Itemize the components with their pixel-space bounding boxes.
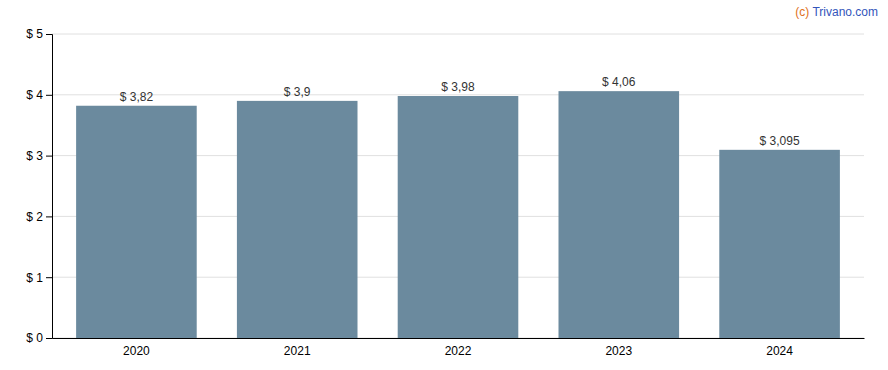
- bar: [719, 150, 840, 338]
- x-axis: 2020 2021 2022 2023 2024: [53, 338, 865, 358]
- data-label: $ 3,9: [284, 85, 311, 99]
- y-tick: $ 1: [26, 271, 52, 285]
- grid: [52, 34, 864, 338]
- y-tick-mark: [46, 34, 52, 35]
- x-tick: 2020: [123, 338, 150, 358]
- y-tick-mark: [46, 216, 52, 217]
- y-tick-mark: [46, 338, 52, 339]
- data-labels: $ 3,82 $ 3,9 $ 3,98 $ 4,06 $ 3,095: [120, 75, 800, 148]
- watermark: Trivano.com(c): [795, 5, 878, 19]
- y-tick: $ 4: [26, 88, 52, 102]
- grid-line: [52, 34, 864, 35]
- y-tick: $ 3: [26, 149, 52, 163]
- y-tick-mark: [46, 95, 52, 96]
- bars: [76, 91, 840, 338]
- x-tick: 2021: [284, 338, 311, 358]
- x-tick-label: 2022: [445, 344, 472, 358]
- x-tick-label: 2020: [123, 344, 150, 358]
- x-tick: 2023: [605, 338, 632, 358]
- x-tick: 2024: [766, 338, 793, 358]
- x-tick: 2022: [445, 338, 472, 358]
- x-tick-label: 2021: [284, 344, 311, 358]
- data-label: $ 3,82: [120, 90, 154, 104]
- y-tick-label: $ 3: [26, 149, 43, 163]
- y-tick-label: $ 2: [26, 210, 43, 224]
- bar: [558, 91, 679, 338]
- y-tick-label: $ 4: [26, 88, 43, 102]
- y-axis-line: [46, 35, 53, 339]
- x-axis-line: [53, 338, 865, 339]
- y-tick-label: $ 0: [26, 331, 43, 345]
- data-label: $ 3,095: [760, 134, 800, 148]
- bar: [237, 101, 358, 338]
- y-tick-label: $ 5: [26, 27, 43, 41]
- plot: $ 0 $ 1 $ 2 $ 3 $ 4 $ 5 2020 2021 2022 2023 2024 $ …: [26, 27, 864, 358]
- watermark-text: (c): [795, 5, 809, 19]
- watermark-text: Trivano.com: [809, 5, 878, 19]
- chart: $ 0 $ 1 $ 2 $ 3 $ 4 $ 5 2020 2021 2022 2023 2024 $ …: [0, 0, 888, 370]
- x-tick-label: 2024: [766, 344, 793, 358]
- x-tick-label: 2023: [605, 344, 632, 358]
- y-tick: $ 0: [26, 331, 52, 345]
- y-tick: $ 5: [26, 27, 52, 41]
- y-axis: $ 0 $ 1 $ 2 $ 3 $ 4 $ 5: [26, 27, 52, 345]
- y-tick-label: $ 1: [26, 271, 43, 285]
- data-label: $ 4,06: [602, 75, 636, 89]
- grid-line: [52, 94, 864, 95]
- y-tick: $ 2: [26, 210, 52, 224]
- bar: [76, 106, 197, 338]
- bar: [398, 96, 519, 338]
- data-label: $ 3,98: [441, 80, 475, 94]
- y-tick-mark: [46, 156, 52, 157]
- y-tick-mark: [46, 277, 52, 278]
